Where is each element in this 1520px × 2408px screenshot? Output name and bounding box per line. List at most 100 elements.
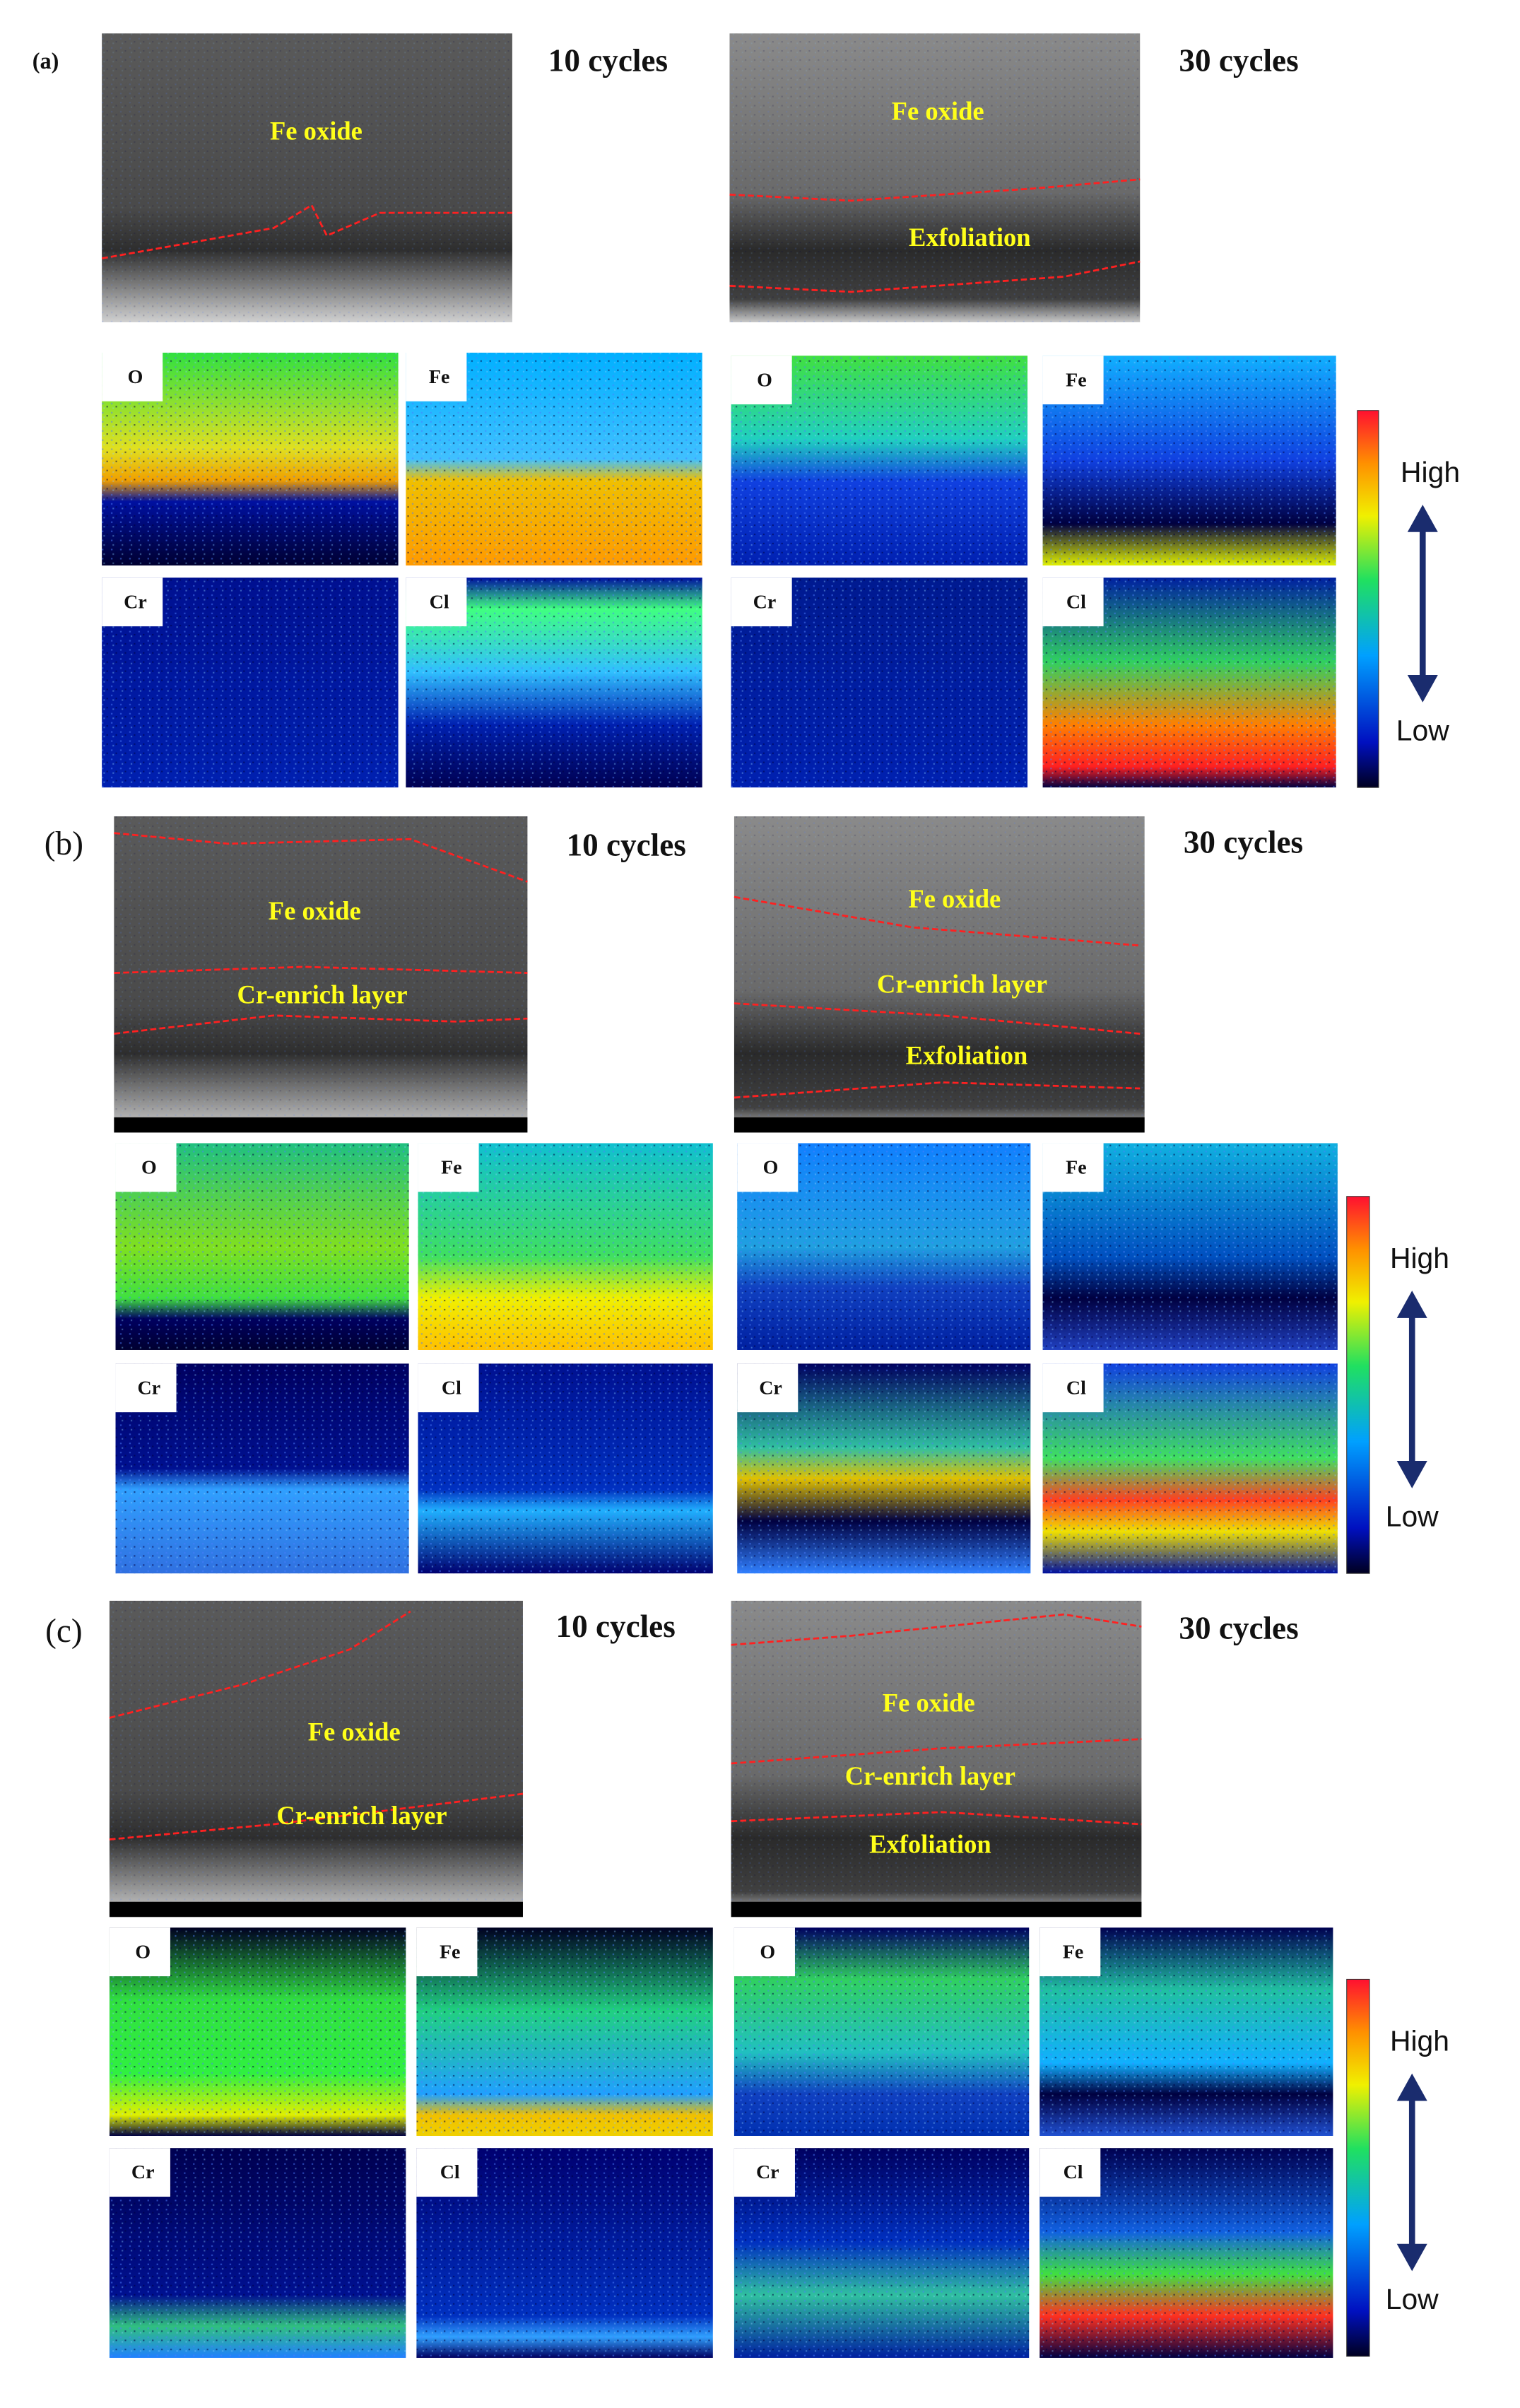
boundary-line (734, 1081, 1141, 1099)
cycle-title: 30 cycles (1179, 43, 1298, 78)
element-box (1039, 2148, 1101, 2197)
element-label: Fe (429, 366, 449, 388)
element-box (406, 353, 467, 401)
sem-texture (729, 33, 1141, 322)
sem-label: Fe oxide (883, 1688, 975, 1717)
sem-footer (114, 1117, 528, 1133)
arrow-head (1396, 2073, 1427, 2101)
colorbar (1357, 410, 1379, 788)
sem-texture (109, 1600, 523, 1917)
colorbar-low: Low (1396, 715, 1449, 747)
sem-label: Cr-enrich layer (276, 1801, 447, 1830)
sem-label: Fe oxide (892, 97, 984, 126)
sem-label: Cr-enrich layer (845, 1761, 1015, 1790)
arrow-head (1396, 1460, 1427, 1488)
element-label: Cr (753, 591, 777, 613)
cycle-title: 10 cycles (567, 828, 686, 863)
boundary-line (729, 178, 1141, 202)
sem-label: Exfoliation (906, 1040, 1028, 1069)
colorbar-high: High (1390, 1242, 1449, 1274)
colorbar-high: High (1401, 456, 1460, 488)
arrow-head (1396, 1291, 1427, 1318)
colorbar-low: Low (1386, 1500, 1439, 1533)
boundary-line (114, 965, 528, 974)
boundary-line (734, 1002, 1141, 1035)
boundary-line (731, 1811, 1142, 1826)
sem-label: Cr-enrich layer (877, 969, 1047, 998)
boundary-line (729, 260, 1141, 293)
element-box (102, 577, 163, 627)
element-box (1042, 1143, 1104, 1192)
sem-footer (731, 1901, 1142, 1917)
element-box (416, 2148, 478, 2197)
cycle-title: 30 cycles (1179, 1610, 1298, 1645)
element-box (734, 1927, 795, 1977)
sem-texture (102, 33, 512, 322)
element-box (418, 1363, 479, 1413)
panel-label: (c) (45, 1613, 82, 1650)
cycle-title: 10 cycles (556, 1609, 676, 1644)
element-label: Cl (1066, 591, 1086, 613)
sem-texture (731, 1600, 1142, 1917)
element-box (1042, 356, 1104, 405)
element-label: Cl (430, 591, 449, 613)
boundary-line (114, 1014, 528, 1035)
element-label: Fe (440, 1941, 460, 1963)
element-label: O (763, 1156, 779, 1178)
cycle-title: 10 cycles (548, 43, 668, 78)
colorbar-high: High (1390, 2025, 1449, 2057)
element-label: O (135, 1941, 151, 1963)
sem-texture (734, 816, 1145, 1133)
panel-label: (b) (45, 826, 83, 862)
colorbar-low: Low (1386, 2283, 1439, 2315)
element-label: Cr (756, 2161, 779, 2183)
element-label: Cr (131, 2161, 155, 2183)
boundary-line (731, 1613, 1142, 1646)
element-label: Cr (759, 1377, 782, 1399)
element-box (115, 1143, 177, 1192)
boundary-line (731, 1738, 1142, 1765)
sem-label: Exfoliation (869, 1830, 991, 1859)
element-box (737, 1363, 799, 1413)
sem-label: Exfoliation (909, 223, 1031, 252)
element-label: O (757, 369, 772, 391)
boundary-line (109, 1610, 411, 1719)
sem-label: Fe oxide (269, 896, 361, 925)
element-label: Cl (442, 1377, 461, 1399)
colorbar (1346, 1978, 1370, 2357)
element-label: Fe (1066, 369, 1086, 391)
boundary-line (109, 1792, 524, 1840)
element-box (737, 1143, 799, 1192)
arrow-head (1407, 674, 1438, 703)
element-box (416, 1927, 478, 1977)
sem-label: Fe oxide (908, 884, 1001, 913)
element-box (1039, 1927, 1101, 1977)
element-label: O (141, 1156, 157, 1178)
cycle-title: 30 cycles (1184, 824, 1303, 859)
element-box (109, 2148, 170, 2197)
boundary-line (114, 832, 528, 883)
element-label: Cl (440, 2161, 460, 2183)
element-box (734, 2148, 795, 2197)
colorbar (1346, 1196, 1370, 1574)
sem-texture (114, 816, 528, 1133)
element-label: O (128, 366, 143, 388)
element-label: O (760, 1941, 775, 1963)
element-box (731, 356, 792, 405)
element-box (115, 1363, 177, 1413)
arrow-head (1396, 2243, 1427, 2272)
element-box (731, 577, 792, 627)
element-box (109, 1927, 170, 1977)
element-label: Cr (124, 591, 147, 613)
element-label: Cr (138, 1377, 161, 1399)
sem-label: Cr-enrich layer (237, 980, 407, 1009)
sem-footer (109, 1901, 523, 1917)
sem-label: Fe oxide (270, 117, 363, 146)
element-box (1042, 577, 1104, 627)
element-label: Fe (1066, 1156, 1086, 1178)
element-box (418, 1143, 479, 1192)
arrow-head (1407, 505, 1438, 532)
element-label: Fe (441, 1156, 461, 1178)
boundary-line (734, 895, 1141, 947)
